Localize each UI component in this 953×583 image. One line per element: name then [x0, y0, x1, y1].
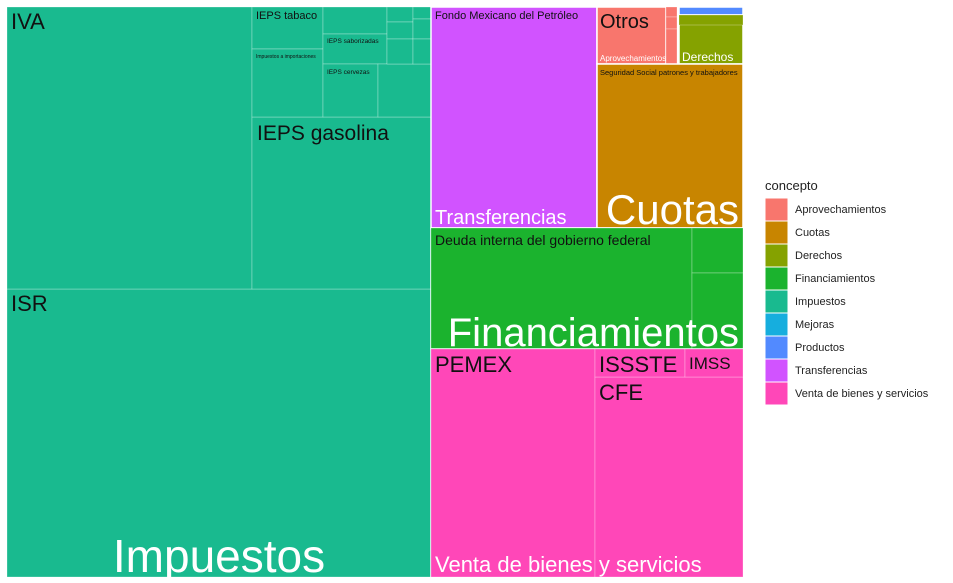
label-ieps-cervezas: IEPS cervezas: [327, 69, 370, 76]
cell-ieps-saborizadas: [322, 33, 388, 65]
cell-small-tax: [412, 6, 432, 20]
label-isr: ISR: [11, 291, 48, 316]
label-ieps-saborizadas: IEPS saborizadas: [327, 38, 379, 45]
legend-title: concepto: [765, 178, 818, 193]
label-ieps-gasolina: IEPS gasolina: [257, 122, 389, 145]
cell-impuestos-importaciones: [251, 48, 324, 118]
legend-swatch: [764, 335, 789, 360]
cell-aprovechamientos-small: [665, 28, 678, 65]
group-aprovechamientos: [596, 6, 667, 65]
cell-ieps-tabaco: [251, 6, 324, 50]
legend-swatch: [764, 381, 789, 406]
cell-small-tax: [412, 38, 432, 65]
legend-swatch: [764, 312, 789, 337]
label-ieps-tabaco: IEPS tabaco: [256, 10, 317, 22]
cell-cfe: [594, 376, 744, 578]
group-transferencias: [430, 6, 598, 229]
group-label-financiamientos: Financiamientos: [448, 311, 739, 355]
legend-label: Derechos: [795, 250, 843, 262]
cell-aprovechamientos-small: [665, 6, 678, 18]
cell-small-tax: [322, 6, 388, 35]
label-deuda-interna: Deuda interna del gobierno federal: [435, 232, 651, 248]
group-label-transferencias: Transferencias: [435, 207, 567, 229]
legend-label: Financiamientos: [795, 273, 876, 285]
legend-label: Transferencias: [795, 365, 868, 377]
legend-label: Productos: [795, 342, 845, 354]
cell-small-tax: [386, 6, 414, 23]
label-cfe: CFE: [599, 380, 643, 405]
legend-label: Venta de bienes y servicios: [795, 388, 929, 400]
cell-financiamientos-small: [691, 227, 744, 274]
label-issste: ISSSTE: [599, 352, 677, 377]
cell-isr: [6, 288, 432, 578]
legend-swatch: [764, 289, 789, 314]
group-cuotas: [596, 63, 744, 229]
cell-pemex: [430, 348, 596, 578]
cell-iva: [6, 6, 253, 290]
group-label-venta-bienes-servicios: Venta de bienes y servicios: [435, 552, 702, 577]
legend-swatch: [764, 266, 789, 291]
cell-small-tax: [386, 21, 414, 40]
legend-label: Mejoras: [795, 319, 835, 331]
cell-derechos-small: [678, 14, 744, 26]
label-otros: Otros: [600, 11, 649, 33]
label-derechos: Derechos: [682, 50, 733, 64]
group-productos: [678, 6, 744, 16]
cell-deuda-interna: [430, 227, 693, 350]
label-imss: IMSS: [689, 354, 731, 373]
legend-swatch: [764, 358, 789, 383]
legend-swatch: [764, 197, 789, 222]
legend-swatch: [764, 220, 789, 245]
label-pemex: PEMEX: [435, 352, 512, 377]
cell-imss: [684, 348, 744, 378]
label-seguridad-social: Seguridad Social patrones y trabajadores: [600, 68, 738, 77]
label-impuestos-importaciones: Impuestos a importaciones: [256, 54, 316, 60]
cell-small-tax: [386, 38, 414, 65]
cell-small-tax: [377, 63, 432, 118]
legend-label: Impuestos: [795, 296, 846, 308]
legend-label: Cuotas: [795, 227, 830, 239]
label-aprovechamientos: Aprovechamientos: [600, 54, 666, 63]
legend-swatch: [764, 243, 789, 268]
group-label-impuestos: Impuestos: [113, 530, 325, 582]
cell-small-tax: [412, 18, 432, 40]
cell-aprovechamientos-small: [665, 16, 678, 30]
cell-financiamientos-small: [691, 272, 744, 350]
cell-issste: [594, 348, 686, 378]
legend-label: Aprovechamientos: [795, 204, 887, 216]
cell-ieps-cervezas: [322, 63, 379, 118]
group-label-cuotas: Cuotas: [606, 186, 739, 233]
label-iva: IVA: [11, 9, 45, 34]
label-fondo-mexicano-petroleo: Fondo Mexicano del Petróleo: [435, 10, 578, 22]
